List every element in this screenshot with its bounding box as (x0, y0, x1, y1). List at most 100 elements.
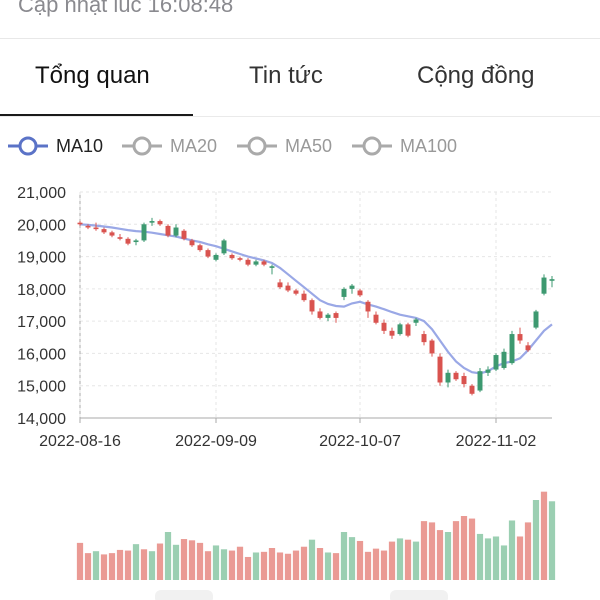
volume-bar (300, 546, 308, 580)
volume-bar (220, 549, 228, 580)
legend-label: MA10 (56, 135, 104, 156)
x-tick-label: 2022-10-07 (319, 433, 401, 450)
volume-bar (244, 556, 252, 580)
volume-bar (284, 553, 292, 580)
line-marker-icon (8, 136, 48, 156)
candle-body (117, 237, 123, 239)
candle-body (485, 369, 491, 373)
volume-bar (524, 522, 532, 580)
candle-body (413, 319, 419, 323)
volume-bar (484, 538, 492, 580)
tab-community[interactable]: Cộng đồng (417, 62, 535, 89)
candle-body (381, 322, 387, 331)
volume-bar (180, 539, 188, 580)
candle-body (365, 301, 371, 312)
candle-body (469, 385, 475, 394)
y-tick-label: 16,000 (17, 346, 66, 363)
candle-body (325, 314, 331, 318)
volume-bar (388, 541, 396, 580)
candle-body (317, 311, 323, 318)
volume-bar (92, 551, 100, 580)
volume-bar (396, 538, 404, 580)
line-marker-icon (237, 136, 277, 156)
candle-body (213, 254, 219, 260)
tab-news[interactable]: Tin tức (249, 62, 323, 89)
active-tab-indicator (0, 114, 193, 117)
volume-bar (548, 501, 556, 580)
legend-ma50[interactable]: MA50 (237, 134, 332, 158)
candle-body (181, 230, 187, 239)
volume-bar (372, 548, 380, 580)
candle-body (309, 300, 315, 312)
volume-bar (436, 530, 444, 580)
candle-body (285, 285, 291, 291)
candle-body (373, 314, 379, 323)
candle-body (517, 334, 523, 341)
ma10-line (79, 223, 553, 375)
volume-bar (468, 518, 476, 580)
price-chart[interactable]: 21,000 20,000 19,000 18,000 17,000 16,000 15,0… (0, 170, 600, 588)
volume-bar (452, 521, 460, 580)
y-tick-label: 17,000 (17, 314, 66, 331)
y-tick-label: 19,000 (17, 250, 66, 267)
candle-body (189, 240, 195, 246)
candle-body (437, 356, 443, 383)
candle-body (301, 293, 307, 301)
candle-body (157, 221, 163, 225)
legend-ma20[interactable]: MA20 (122, 134, 217, 158)
volume-bar (476, 533, 484, 580)
volume-bar (340, 532, 348, 580)
volume-bar (412, 541, 420, 580)
volume-bar (148, 551, 156, 580)
legend-ma10[interactable]: MA10 (8, 134, 103, 158)
candle-body (109, 232, 115, 236)
volume-bar (508, 520, 516, 580)
volume-bar (460, 516, 468, 580)
legend-label: MA50 (285, 135, 333, 156)
volume-bar (132, 544, 140, 580)
volume-bar (172, 544, 180, 580)
candle-body (149, 221, 155, 223)
candle-body (237, 258, 243, 260)
candle-body (341, 288, 347, 297)
volume-bar (292, 550, 300, 580)
volume-bar (204, 551, 212, 580)
tab-overview[interactable]: Tổng quan (35, 62, 150, 89)
candle-body (477, 371, 483, 391)
candle-body (541, 277, 547, 294)
candle-body (253, 261, 259, 265)
legend-ma100[interactable]: MA100 (352, 134, 457, 158)
volume-bar (108, 553, 116, 580)
y-tick-label: 14,000 (17, 411, 66, 428)
candle-body (429, 340, 435, 354)
volume-bar (116, 549, 124, 580)
candle-body (197, 245, 203, 251)
candle-body (445, 372, 451, 383)
candle-body (221, 240, 227, 254)
candle-body (349, 285, 355, 289)
candle-body (269, 266, 275, 268)
candle-body (333, 313, 339, 318)
candle-body (173, 227, 179, 236)
volume-bar (124, 550, 132, 580)
candle-body (493, 355, 499, 370)
header-divider (0, 38, 600, 39)
volume-bar (380, 550, 388, 580)
volume-bar (100, 554, 108, 580)
volume-bar (532, 500, 540, 580)
candle-body (93, 227, 99, 230)
candle-body (125, 238, 131, 244)
legend-label: MA100 (400, 135, 458, 156)
volume-bar (156, 543, 164, 580)
volume-bar (516, 536, 524, 580)
candle-body (357, 290, 363, 296)
volume-bar (332, 553, 340, 580)
candle-body (133, 240, 139, 243)
volume-bar (196, 542, 204, 580)
volume-bar (252, 552, 260, 580)
volume-bar (404, 539, 412, 580)
x-tick-label: 2022-08-16 (39, 433, 121, 450)
volume-bar (540, 491, 548, 580)
bottom-toolbar-partial (155, 590, 448, 600)
candle-body (389, 330, 395, 336)
